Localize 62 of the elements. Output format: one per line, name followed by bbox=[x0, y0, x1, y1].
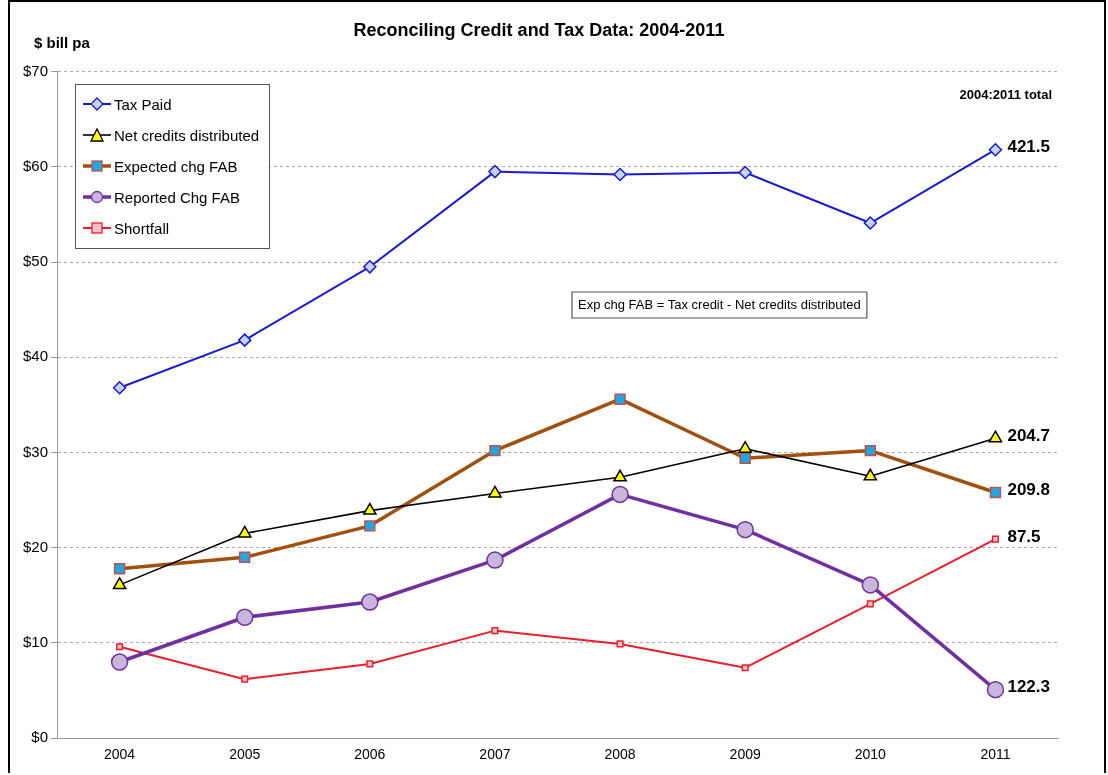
x-tick-label: 2004 bbox=[104, 746, 136, 763]
y-tick-label: $70 bbox=[23, 61, 49, 79]
point bbox=[237, 333, 252, 347]
x-tick-label: 2011 bbox=[980, 746, 1011, 763]
x-tick-label: 2008 bbox=[604, 746, 636, 763]
annotation: 421.5 bbox=[1007, 137, 1050, 157]
point bbox=[613, 469, 627, 482]
x-tick-label: 2007 bbox=[479, 746, 511, 763]
annotation: 209.8 bbox=[1007, 480, 1050, 500]
annotation: 2004:2011 total bbox=[959, 86, 1052, 102]
point bbox=[112, 381, 127, 395]
point bbox=[613, 167, 627, 182]
point bbox=[361, 593, 379, 611]
y-tick-label: $30 bbox=[23, 442, 49, 460]
point bbox=[866, 600, 874, 608]
point bbox=[241, 675, 249, 683]
chart-title: Reconciling Credit and Tax Data: 2004-2011 bbox=[353, 19, 725, 40]
legend-label: Reported Chg FAB bbox=[114, 188, 240, 206]
point bbox=[991, 535, 1000, 543]
x-tick-label: 2006 bbox=[354, 746, 386, 763]
annotation: 204.7 bbox=[1007, 425, 1050, 445]
point bbox=[486, 551, 504, 569]
y-tick-label: $60 bbox=[23, 156, 49, 174]
point bbox=[616, 640, 624, 648]
x-tick-label: 2005 bbox=[229, 746, 261, 763]
point bbox=[363, 260, 377, 274]
annotation: Exp chg FAB = Tax credit - Net credits distributed bbox=[578, 296, 861, 312]
point bbox=[861, 576, 880, 594]
point bbox=[491, 627, 499, 635]
legend-label: Net credits distributed bbox=[114, 126, 260, 144]
point bbox=[863, 468, 878, 481]
point bbox=[738, 165, 752, 180]
legend-label: Expected chg FAB bbox=[114, 157, 238, 175]
annotation: 122.3 bbox=[1007, 677, 1050, 697]
x-tick-label: 2009 bbox=[729, 746, 761, 763]
point bbox=[366, 660, 374, 668]
point bbox=[112, 577, 127, 590]
legend-label: Shortfall bbox=[114, 219, 170, 237]
y-tick-label: $20 bbox=[23, 537, 49, 555]
y-axis-title: $ bill pa bbox=[34, 34, 91, 52]
y-tick-label: $10 bbox=[23, 633, 49, 651]
point bbox=[488, 164, 502, 179]
point bbox=[741, 664, 749, 672]
point bbox=[237, 525, 252, 538]
x-tick-label: 2010 bbox=[854, 746, 887, 763]
y-tick-label: $0 bbox=[31, 728, 49, 746]
point bbox=[988, 430, 1003, 443]
point bbox=[363, 502, 377, 515]
point bbox=[863, 216, 878, 230]
annotation: 87.5 bbox=[1007, 526, 1041, 546]
point bbox=[988, 142, 1003, 157]
point bbox=[488, 485, 502, 498]
point bbox=[986, 680, 1005, 699]
point bbox=[611, 485, 629, 504]
point bbox=[116, 643, 124, 651]
y-tick-label: $40 bbox=[23, 347, 49, 365]
point bbox=[738, 440, 753, 453]
point bbox=[110, 653, 129, 671]
point bbox=[736, 520, 754, 539]
legend-label: Tax Paid bbox=[114, 95, 172, 113]
point bbox=[235, 608, 254, 627]
y-tick-label: $50 bbox=[23, 252, 49, 270]
